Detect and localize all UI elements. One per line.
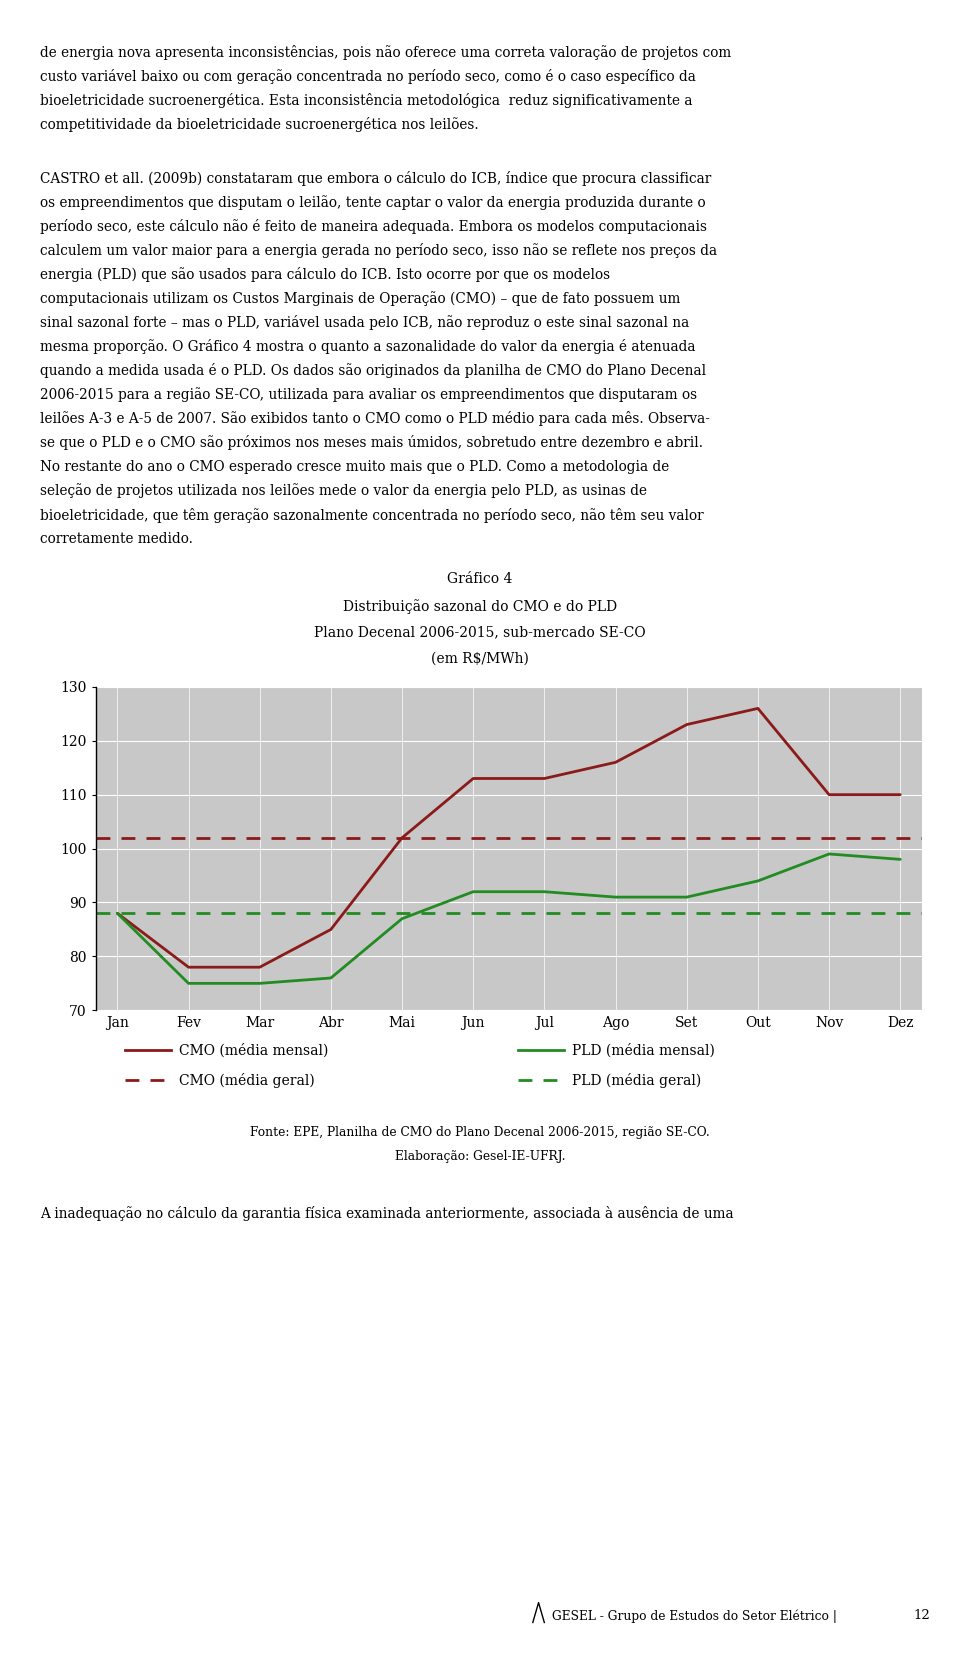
Text: Distribuição sazonal do CMO e do PLD: Distribuição sazonal do CMO e do PLD xyxy=(343,599,617,614)
Text: computacionais utilizam os Custos Marginais de Operação (CMO) – que de fato poss: computacionais utilizam os Custos Margin… xyxy=(40,292,681,305)
Text: PLD (média mensal): PLD (média mensal) xyxy=(572,1044,715,1057)
Text: se que o PLD e o CMO são próximos nos meses mais úmidos, sobretudo entre dezembr: se que o PLD e o CMO são próximos nos me… xyxy=(40,436,704,451)
Text: custo variável baixo ou com geração concentrada no período seco, como é o caso e: custo variável baixo ou com geração conc… xyxy=(40,70,696,85)
Text: período seco, este cálculo não é feito de maneira adequada. Embora os modelos co: período seco, este cálculo não é feito d… xyxy=(40,219,708,234)
Text: mesma proporção. O Gráfico 4 mostra o quanto a sazonalidade do valor da energia : mesma proporção. O Gráfico 4 mostra o qu… xyxy=(40,340,696,355)
Text: 2006-2015 para a região SE-CO, utilizada para avaliar os empreendimentos que dis: 2006-2015 para a região SE-CO, utilizada… xyxy=(40,388,698,401)
Text: corretamente medido.: corretamente medido. xyxy=(40,533,193,546)
Text: 12: 12 xyxy=(914,1609,930,1623)
Text: Plano Decenal 2006-2015, sub-mercado SE-CO: Plano Decenal 2006-2015, sub-mercado SE-… xyxy=(314,625,646,639)
Text: de energia nova apresenta inconsistências, pois não oferece uma correta valoraçã: de energia nova apresenta inconsistência… xyxy=(40,45,732,60)
Text: Fonte: EPE, Planilha de CMO do Plano Decenal 2006-2015, região SE-CO.: Fonte: EPE, Planilha de CMO do Plano Dec… xyxy=(251,1126,709,1140)
Text: CASTRO et all. (2009b) constataram que embora o cálculo do ICB, índice que procu: CASTRO et all. (2009b) constataram que e… xyxy=(40,171,711,186)
Text: leilões A-3 e A-5 de 2007. São exibidos tanto o CMO como o PLD médio para cada m: leilões A-3 e A-5 de 2007. São exibidos … xyxy=(40,411,710,426)
Text: os empreendimentos que disputam o leilão, tente captar o valor da energia produz: os empreendimentos que disputam o leilão… xyxy=(40,196,706,209)
Text: GESEL - Grupo de Estudos do Setor Elétrico |: GESEL - Grupo de Estudos do Setor Elétri… xyxy=(552,1609,837,1623)
Text: Elaboração: Gesel-IE-UFRJ.: Elaboração: Gesel-IE-UFRJ. xyxy=(395,1150,565,1163)
Text: bioeletricidade, que têm geração sazonalmente concentrada no período seco, não t: bioeletricidade, que têm geração sazonal… xyxy=(40,508,704,523)
Text: Gráfico 4: Gráfico 4 xyxy=(447,572,513,586)
Text: bioeletricidade sucroenergética. Esta inconsistência metodológica  reduz signifi: bioeletricidade sucroenergética. Esta in… xyxy=(40,93,693,108)
Text: (em R$/MWh): (em R$/MWh) xyxy=(431,652,529,665)
Text: competitividade da bioeletricidade sucroenergética nos leilões.: competitividade da bioeletricidade sucro… xyxy=(40,116,479,133)
Text: CMO (média mensal): CMO (média mensal) xyxy=(179,1044,328,1057)
Text: PLD (média geral): PLD (média geral) xyxy=(572,1072,702,1088)
Text: calculem um valor maior para a energia gerada no período seco, isso não se refle: calculem um valor maior para a energia g… xyxy=(40,244,717,259)
Text: seleção de projetos utilizada nos leilões mede o valor da energia pelo PLD, as u: seleção de projetos utilizada nos leilõe… xyxy=(40,484,647,498)
Text: No restante do ano o CMO esperado cresce muito mais que o PLD. Como a metodologi: No restante do ano o CMO esperado cresce… xyxy=(40,460,669,473)
Text: sinal sazonal forte – mas o PLD, variável usada pelo ICB, não reproduz o este si: sinal sazonal forte – mas o PLD, variáve… xyxy=(40,315,689,330)
Text: CMO (média geral): CMO (média geral) xyxy=(179,1072,314,1088)
Text: A inadequação no cálculo da garantia física examinada anteriormente, associada à: A inadequação no cálculo da garantia fís… xyxy=(40,1206,734,1221)
Text: quando a medida usada é o PLD. Os dados são originados da planilha de CMO do Pla: quando a medida usada é o PLD. Os dados … xyxy=(40,363,707,378)
Text: energia (PLD) que são usados para cálculo do ICB. Isto ocorre por que os modelos: energia (PLD) que são usados para cálcul… xyxy=(40,267,611,282)
